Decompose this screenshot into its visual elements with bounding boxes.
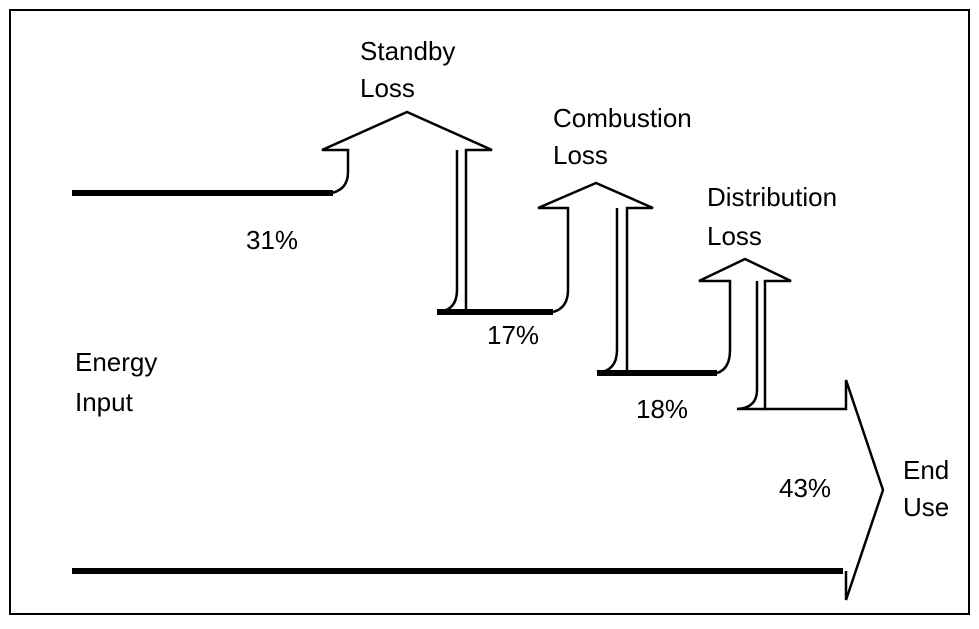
combustion-loss-label-line2: Loss xyxy=(553,140,608,170)
end-use-arrow xyxy=(765,379,885,601)
distribution-loss-arrow xyxy=(698,257,792,411)
combustion-loss-label: Combustion xyxy=(553,103,692,133)
distribution-percentage: 18% xyxy=(636,394,688,424)
combustion-loss-arrow xyxy=(537,181,654,375)
standby-loss-label-line2: Loss xyxy=(360,73,415,103)
diagram-labels: Standby Loss Combustion Loss Distributio… xyxy=(75,36,949,522)
end-use-percentage: 43% xyxy=(779,473,831,503)
diagram-border xyxy=(9,9,970,615)
energy-input-label: Energy xyxy=(75,347,157,377)
combustion-percentage: 17% xyxy=(487,320,539,350)
standby-loss-label: Standby xyxy=(360,36,455,66)
distribution-loss-label-line2: Loss xyxy=(707,221,762,251)
standby-loss-arrow xyxy=(321,110,493,314)
flow-arrows xyxy=(321,110,885,601)
distribution-loss-label: Distribution xyxy=(707,182,837,212)
standby-percentage: 31% xyxy=(246,225,298,255)
end-use-label: End xyxy=(903,455,949,485)
energy-input-label-line2: Input xyxy=(75,387,134,417)
end-use-label-line2: Use xyxy=(903,492,949,522)
